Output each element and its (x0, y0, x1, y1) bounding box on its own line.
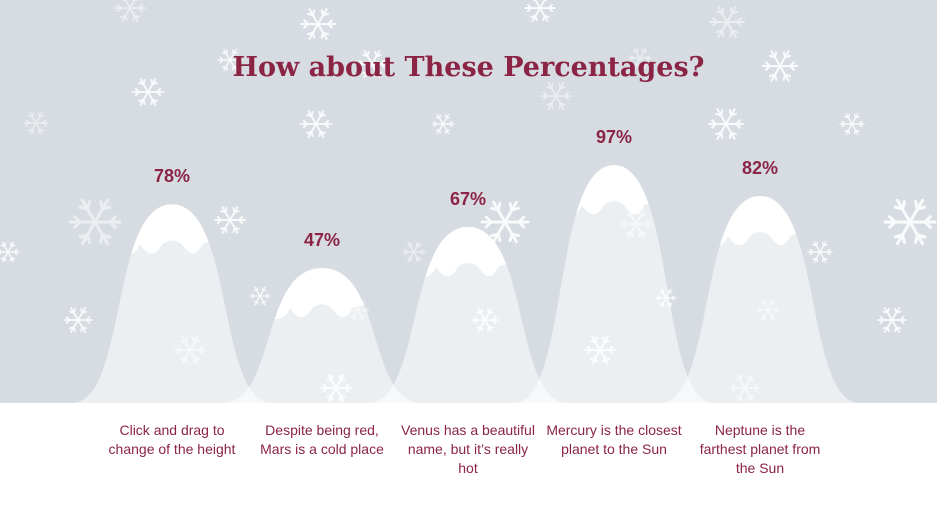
snowflake-icon (114, 0, 146, 22)
snowflake-icon (524, 0, 556, 22)
snowflake-icon (707, 108, 745, 140)
percent-label: 82% (741, 158, 779, 179)
percent-label: 47% (303, 230, 341, 251)
snowflake-icon (839, 112, 865, 136)
snowflake-icon (402, 241, 426, 263)
snowflake-icon (132, 78, 164, 106)
mountain-bar[interactable] (368, 226, 568, 403)
snowflake-icon (63, 307, 93, 333)
mountain-bar[interactable] (222, 268, 422, 403)
percent-label: 78% (153, 166, 191, 187)
snowflake-icon (68, 198, 122, 246)
snowflake-icon (0, 241, 20, 263)
snowflake-icon (249, 286, 271, 306)
snowflake-icon (214, 206, 246, 234)
snowflake-icon (877, 307, 907, 333)
mountain-bar[interactable] (660, 196, 860, 403)
snowflake-icon (300, 110, 332, 138)
item-description: Click and drag to change of the height (108, 422, 236, 457)
snowflake-icon (299, 8, 337, 40)
snowflake-icon (356, 50, 388, 78)
snowflake-icon (883, 198, 937, 246)
snowflake-icon (480, 200, 530, 244)
percent-label: 97% (595, 127, 633, 148)
snowflake-icon (431, 113, 455, 135)
snowflake-icon (628, 47, 652, 69)
item-description: Venus has a beautiful name, but it’s rea… (401, 422, 535, 476)
snowflake-icon (23, 111, 49, 135)
snowflake-icon (217, 48, 243, 72)
snowflake-icon (708, 6, 746, 38)
item-description: Mercury is the closest planet to the Sun (546, 422, 682, 457)
percent-label: 67% (449, 188, 487, 209)
page-title: How about These Percentages? (232, 52, 705, 83)
snowflake-icon (761, 50, 799, 82)
item-description: Despite being red, Mars is a cold place (260, 422, 384, 457)
snowflake-icon (540, 82, 572, 110)
mountain-bar[interactable] (72, 204, 272, 403)
mountain-bar[interactable] (514, 165, 714, 403)
snowflake-icon (807, 240, 833, 264)
item-description: Neptune is the farthest planet from the … (699, 422, 821, 476)
